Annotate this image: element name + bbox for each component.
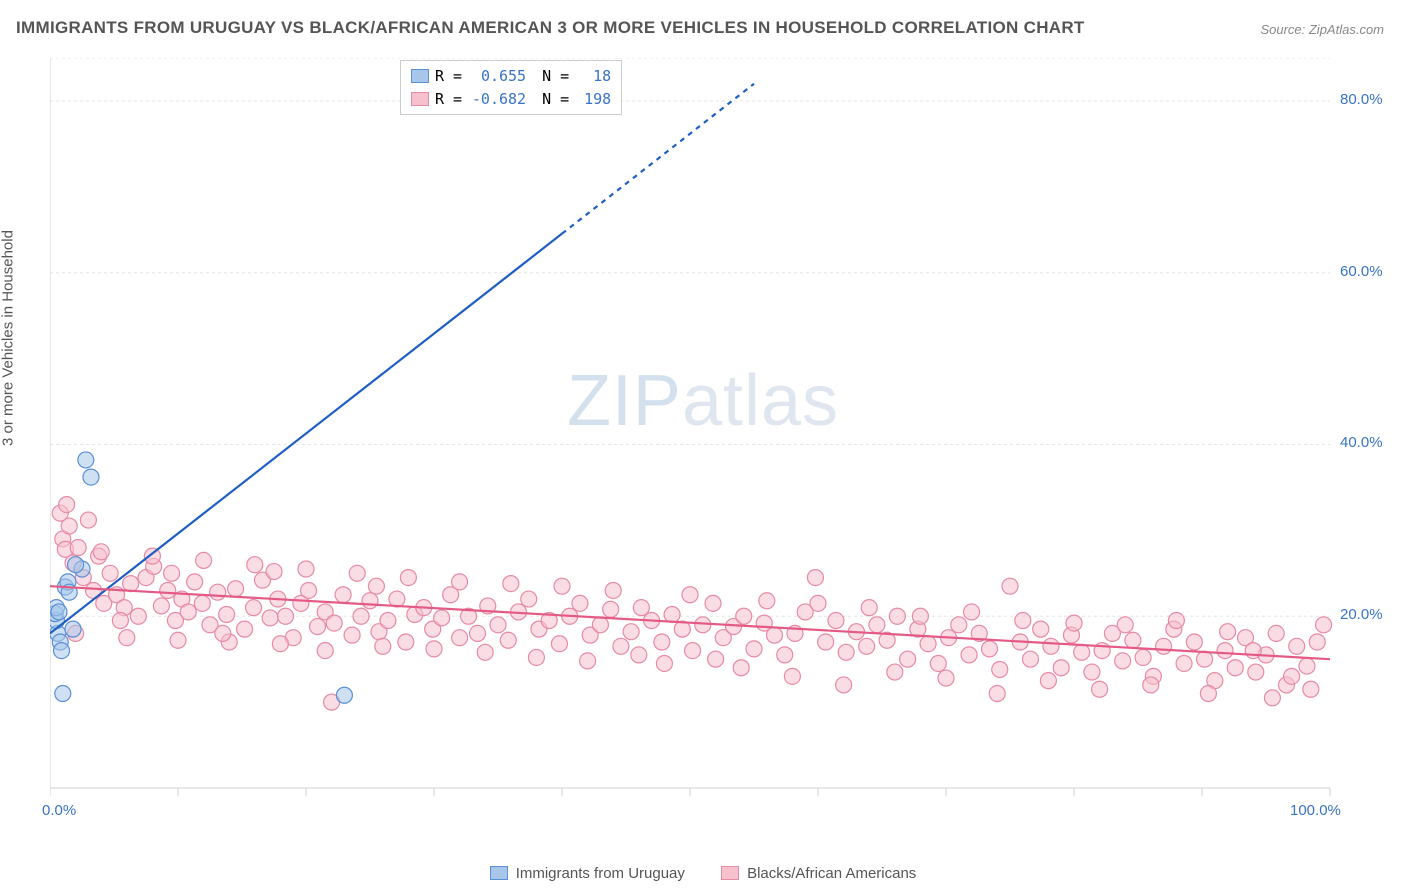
bottom-legend: Immigrants from Uruguay Blacks/African A… [0, 865, 1406, 885]
legend-label-pink: Blacks/African Americans [747, 865, 916, 882]
x-tick-label: 100.0% [1290, 802, 1341, 819]
y-axis-label: 3 or more Vehicles in Household [0, 230, 17, 446]
y-tick-label: 40.0% [1340, 434, 1383, 451]
y-tick-label: 20.0% [1340, 606, 1383, 623]
stats-row-pink: R = -0.682 N = 198 [411, 88, 611, 111]
stats-swatch-blue [411, 69, 429, 83]
x-tick-label: 0.0% [42, 802, 76, 819]
stats-r-label: R = [435, 65, 462, 88]
stats-n-pink: 198 [575, 88, 611, 111]
stats-r-blue: 0.655 [468, 65, 526, 88]
stats-r-pink: -0.682 [468, 88, 526, 111]
stats-n-label: N = [542, 65, 569, 88]
correlation-stats-box: R = 0.655 N = 18 R = -0.682 N = 198 [400, 60, 622, 115]
chart-title: IMMIGRANTS FROM URUGUAY VS BLACK/AFRICAN… [16, 18, 1085, 38]
stats-swatch-pink [411, 92, 429, 106]
legend-swatch-blue [490, 866, 508, 880]
source-attribution: Source: ZipAtlas.com [1260, 22, 1384, 37]
legend-item-blue: Immigrants from Uruguay [490, 865, 685, 882]
y-tick-label: 80.0% [1340, 91, 1383, 108]
legend-swatch-pink [721, 866, 739, 880]
stats-r-label: R = [435, 88, 462, 111]
y-tick-label: 60.0% [1340, 263, 1383, 280]
stats-n-blue: 18 [575, 65, 611, 88]
legend-label-blue: Immigrants from Uruguay [516, 865, 685, 882]
scatter-plot [50, 58, 1390, 828]
stats-n-label: N = [542, 88, 569, 111]
stats-row-blue: R = 0.655 N = 18 [411, 65, 611, 88]
legend-item-pink: Blacks/African Americans [721, 865, 916, 882]
